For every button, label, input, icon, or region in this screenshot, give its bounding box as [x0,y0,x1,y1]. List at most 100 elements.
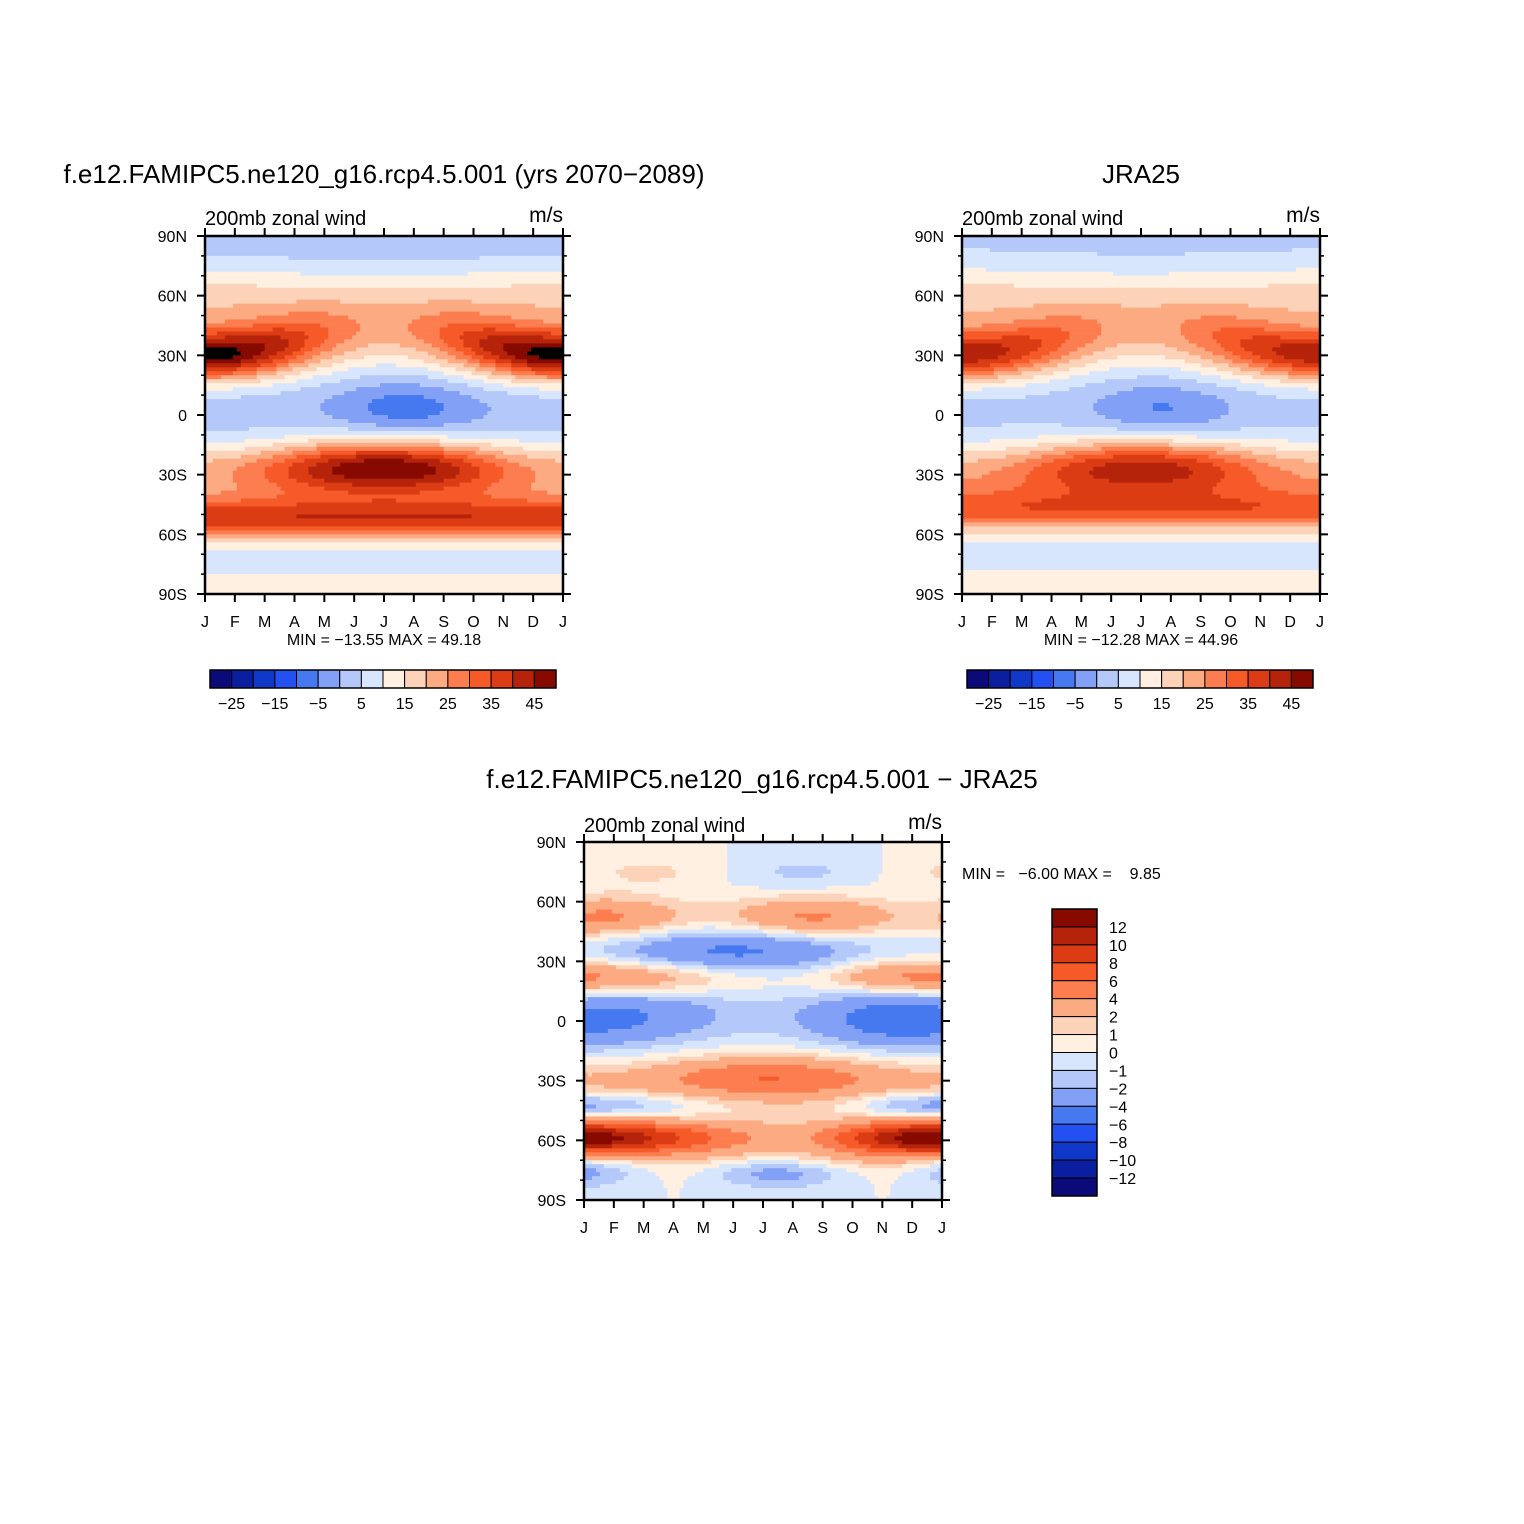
contour-cell [810,965,836,970]
contour-cell [584,1104,597,1110]
contour-cell [284,490,349,496]
contour-cell [962,403,1094,408]
contour-cell [751,1172,804,1177]
contour-cell [1077,438,1174,444]
contour-cell [862,1096,887,1102]
x-tick-label: F [230,614,240,631]
contour-cell [751,1164,800,1169]
contour-cell [415,335,441,341]
contour-cell [260,450,294,456]
contour-cell [439,331,465,337]
contour-cell [1105,347,1178,352]
contour-cell [997,375,1035,380]
colorbar-box [1074,669,1098,689]
contour-cell [427,351,449,356]
contour-cell [584,929,601,935]
contour-cell [611,1108,673,1114]
contour-cell [1041,454,1074,460]
contour-cell [232,478,270,484]
contour-cell [962,275,1320,281]
contour-cell [584,921,661,927]
contour-cell [240,363,262,368]
contour-cell [1105,395,1218,400]
contour-cell [1252,506,1320,512]
y-tick-label: 90S [916,587,944,604]
contour-cell [894,913,939,919]
colorbar-box [1051,908,1098,928]
contour-cell [1093,351,1190,356]
contour-cell [611,897,681,903]
contour-cell [667,905,748,911]
contour-cell [431,343,449,348]
contour-cell [1029,506,1253,512]
colorbar-box [274,669,298,689]
contour-cell [205,287,563,293]
contour-cell [236,486,282,492]
contour-cell [675,909,740,915]
contour-cell [962,247,991,253]
contour-cell [798,1164,828,1169]
contour-cell [205,335,226,341]
colorbar-label: 10 [1109,938,1127,955]
contour-cell [930,1100,942,1106]
contour-cell [451,462,473,468]
contour-cell [962,323,983,329]
contour-cell [938,897,942,903]
contour-cell [651,941,812,947]
contour-cell [447,379,485,384]
contour-cell [846,1100,871,1106]
y-tick-label: 60S [916,527,944,544]
contour-cell [1152,407,1174,412]
contour-cell [459,482,492,488]
contour-cell [1081,355,1118,360]
contour-cell [384,395,425,400]
contour-cell [850,1128,875,1133]
contour-cell [584,857,728,863]
x-tick-label: N [1255,614,1267,631]
contour-cell [507,391,563,396]
contour-cell [527,454,563,460]
contour-cell [962,399,1098,404]
min-max-stats: MIN = −12.28 MAX = 44.96 [1044,632,1238,649]
contour-cell [584,861,728,867]
contour-cell [584,1180,617,1185]
contour-cell [870,1052,942,1058]
contour-cell [599,1172,629,1177]
contour-cell [691,1128,732,1133]
contour-cell [834,1096,864,1102]
contour-cell [292,367,317,372]
contour-cell [707,981,840,986]
contour-cell [858,1092,887,1098]
colorbar-box [1161,669,1184,689]
contour-cell [443,371,473,376]
contour-cell [467,359,481,364]
contour-cell [312,474,345,480]
contour-cell [264,470,290,476]
contour-cell [584,1132,613,1137]
contour-cell [671,865,728,871]
panel-jra25: JRA25 200mb zonal wind m/s 90N60N30N030S… [915,159,1328,713]
contour-cell [1168,403,1230,408]
contour-cell [1065,482,1218,488]
contour-cell [1097,359,1186,364]
contour-cell [264,466,290,472]
contour-cell [443,446,481,452]
contour-cell [427,367,457,372]
contour-cell [962,574,1320,579]
contour-cell [1180,331,1214,337]
contour-cell [205,478,234,484]
contour-cell [308,482,353,488]
contour-cell [858,1132,879,1137]
contour-cell [1212,462,1242,468]
contour-cell [655,1172,696,1177]
contour-cell [643,1132,677,1137]
contour-cell [205,403,321,408]
colorbar-box [447,669,471,689]
contour-cell [1009,359,1031,364]
contour-cell [1029,450,1067,456]
contour-cell [962,239,1320,245]
contour-cell [766,977,784,982]
contour-cell [304,331,329,337]
contour-cell [1252,375,1289,380]
